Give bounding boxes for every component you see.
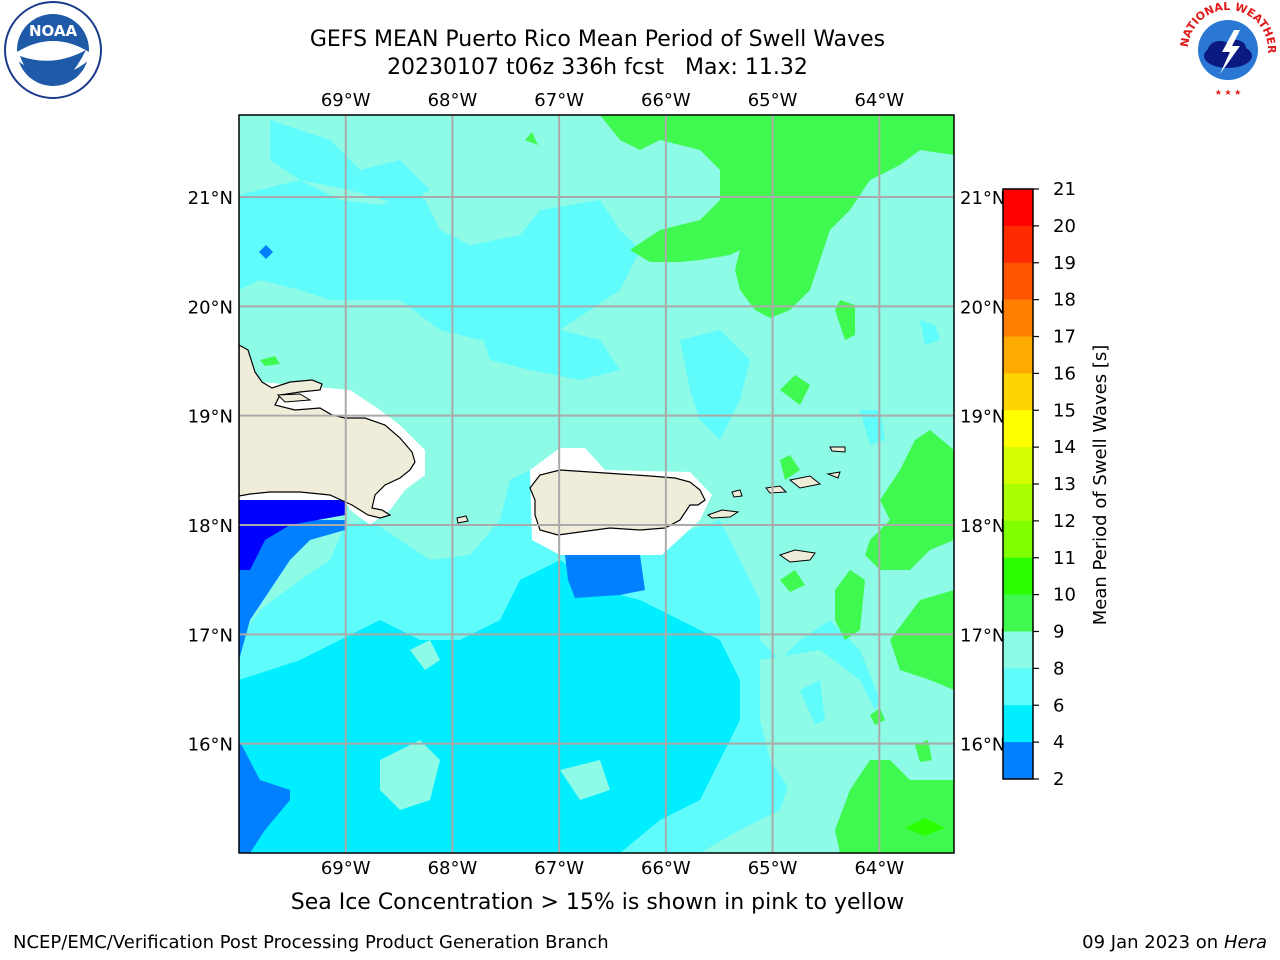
colorbar-segment: [1003, 520, 1033, 559]
nws-logo-icon: NATIONAL WEATHER SERVICE ★ ★ ★: [1176, 0, 1278, 97]
colorbar-tick-label: 16: [1053, 363, 1076, 384]
colorbar-segment: [1003, 705, 1033, 743]
colorbar-segment: [1003, 447, 1033, 485]
lat-label-right: 20°N: [960, 297, 1005, 318]
lat-label-left: 17°N: [188, 625, 233, 646]
lat-label-left: 18°N: [188, 516, 233, 537]
lat-label-right: 21°N: [960, 188, 1005, 209]
lon-label-bottom: 66°W: [641, 858, 691, 879]
lon-label-top: 68°W: [428, 90, 478, 111]
colorbar-segment: [1003, 225, 1033, 264]
colorbar-tick-label: 19: [1053, 253, 1076, 274]
lat-label-right: 17°N: [960, 625, 1005, 646]
colorbar-segment: [1003, 484, 1033, 522]
colorbar-label: Mean Period of Swell Waves [s]: [1090, 345, 1111, 626]
colorbar-tick-label: 2: [1053, 769, 1064, 790]
lon-label-top: 69°W: [321, 90, 371, 111]
footer-date-text: 09 Jan 2023 on: [1082, 932, 1219, 953]
footer-machine: Hera: [1223, 932, 1267, 953]
chart-subtitle: 20230107 t06z 336h fcst Max: 11.32: [240, 55, 955, 81]
colorbar-tick-label: 9: [1053, 622, 1064, 643]
colorbar-segment: [1003, 189, 1033, 227]
lat-label-right: 16°N: [960, 735, 1005, 756]
colorbar-tick-label: 20: [1053, 216, 1076, 237]
lon-label-bottom: 65°W: [748, 858, 798, 879]
colorbar-segment: [1003, 668, 1033, 706]
colorbar-tick-label: 11: [1053, 548, 1076, 569]
colorbar-tick-label: 13: [1053, 474, 1076, 495]
colorbar-tick-label: 4: [1053, 732, 1064, 753]
noaa-logo-icon: NOAA: [4, 1, 102, 99]
footer-branch: NCEP/EMC/Verification Post Processing Pr…: [13, 932, 609, 953]
colorbar-tick-label: 10: [1053, 585, 1076, 606]
colorbar-segment: [1003, 557, 1033, 596]
lat-label-left: 20°N: [188, 297, 233, 318]
map-gridlines: [239, 115, 954, 853]
colorbar-segment: [1003, 336, 1033, 374]
colorbar-segment: [1003, 631, 1033, 669]
colorbar-segment: [1003, 742, 1033, 780]
colorbar-tick-label: 17: [1053, 327, 1076, 348]
lat-label-right: 19°N: [960, 407, 1005, 428]
chart-title: GEFS MEAN Puerto Rico Mean Period of Swe…: [309, 27, 886, 52]
colorbar-segment: [1003, 373, 1033, 411]
sea-ice-caption: Sea Ice Concentration > 15% is shown in …: [290, 890, 905, 915]
svg-text:NOAA: NOAA: [29, 22, 78, 40]
colorbar-segment: [1003, 299, 1033, 337]
lat-label-left: 21°N: [188, 188, 233, 209]
colorbar-tick-label: 6: [1053, 695, 1064, 716]
lon-label-bottom: 64°W: [854, 858, 904, 879]
swell-period-field: [239, 115, 954, 853]
lon-label-top: 65°W: [748, 90, 798, 111]
svg-text:★ ★ ★: ★ ★ ★: [1215, 88, 1242, 97]
max-value: Max: 11.32: [685, 55, 808, 80]
lon-label-bottom: 69°W: [321, 858, 371, 879]
lon-label-bottom: 68°W: [428, 858, 478, 879]
colorbar-tick-label: 12: [1053, 511, 1076, 532]
colorbar-tick-label: 14: [1053, 437, 1076, 458]
lon-label-top: 66°W: [641, 90, 691, 111]
map-frame: [238, 114, 955, 854]
colorbar-segment: [1003, 594, 1033, 632]
colorbar-tick-label: 15: [1053, 400, 1076, 421]
lat-label-right: 18°N: [960, 516, 1005, 537]
colorbar-tick-label: 18: [1053, 290, 1076, 311]
colorbar-tick-label: 8: [1053, 658, 1064, 679]
lat-label-left: 16°N: [188, 735, 233, 756]
lat-label-left: 19°N: [188, 407, 233, 428]
lon-label-top: 67°W: [534, 90, 584, 111]
lon-label-bottom: 67°W: [534, 858, 584, 879]
colorbar-segment: [1003, 262, 1033, 301]
colorbar: 21 20 19 18 17 16 15 14 13 12 11 10 9 8 6 4 2: [1002, 179, 1076, 790]
footer-date: 09 Jan 2023 on Hera: [1082, 932, 1267, 953]
lon-label-top: 64°W: [854, 90, 904, 111]
colorbar-tick-label: 21: [1053, 179, 1076, 200]
run-info: 20230107 t06z 336h fcst: [387, 55, 665, 80]
colorbar-segment: [1003, 410, 1033, 448]
